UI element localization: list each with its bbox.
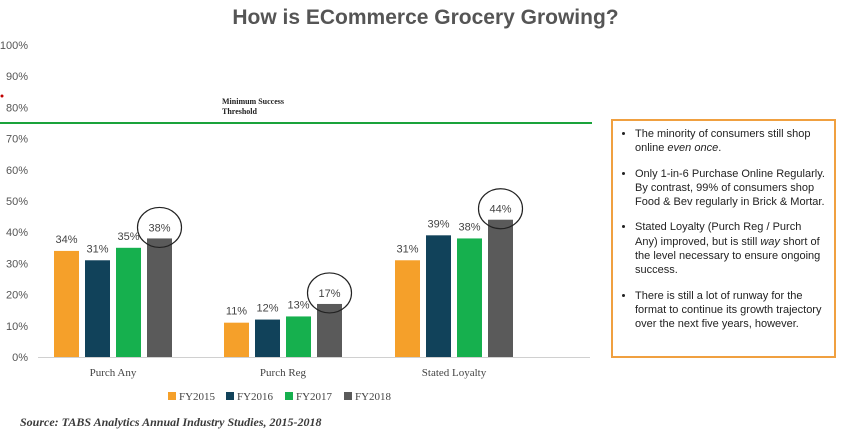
data-label: 31% xyxy=(396,243,418,255)
notes-list: The minority of consumers still shop onl… xyxy=(617,127,826,332)
x-category-label: Purch Any xyxy=(90,367,137,379)
data-label: 38% xyxy=(458,221,480,233)
y-tick-label: 0% xyxy=(12,352,28,364)
data-label: 39% xyxy=(427,218,449,230)
y-tick-label: 20% xyxy=(6,290,28,302)
y-tick-label: 80% xyxy=(6,102,28,114)
data-label: 31% xyxy=(86,243,108,255)
bar xyxy=(286,316,311,357)
legend-swatch xyxy=(168,392,176,400)
y-tick-label: 90% xyxy=(6,71,28,83)
highlight-circle xyxy=(306,272,353,314)
bar xyxy=(147,238,172,357)
legend-label: FY2016 xyxy=(237,391,274,403)
bar xyxy=(54,250,79,357)
threshold-label: Minimum Success Threshold xyxy=(222,97,284,117)
data-label: 35% xyxy=(117,231,139,243)
threshold-label-line1: Minimum Success xyxy=(222,97,284,106)
notes-box: The minority of consumers still shop onl… xyxy=(611,119,836,358)
y-tick-label: 10% xyxy=(6,321,28,333)
legend-label: FY2015 xyxy=(179,391,216,403)
y-tick-label: 30% xyxy=(6,258,28,270)
bar xyxy=(395,260,420,357)
bar xyxy=(457,238,482,357)
marker-dot xyxy=(0,94,4,98)
bar xyxy=(85,260,110,357)
note-item: The minority of consumers still shop onl… xyxy=(635,127,826,156)
bar xyxy=(255,319,280,357)
note-item: Only 1-in-6 Purchase Online Regularly. B… xyxy=(635,167,826,210)
data-label: 34% xyxy=(55,234,77,246)
threshold-label-line2: Threshold xyxy=(222,107,257,116)
y-tick-label: 40% xyxy=(6,227,28,239)
bar xyxy=(488,219,513,357)
legend-swatch xyxy=(344,392,352,400)
bar xyxy=(224,322,249,357)
highlight-circle xyxy=(477,188,524,230)
x-category-label: Stated Loyalty xyxy=(422,367,487,379)
legend-swatch xyxy=(226,392,234,400)
source-note: Source: TABS Analytics Annual Industry S… xyxy=(20,415,322,429)
y-tick-label: 100% xyxy=(0,40,28,52)
legend-label: FY2017 xyxy=(296,391,333,403)
bar xyxy=(116,247,141,357)
data-label: 17% xyxy=(318,288,340,300)
legend-label: FY2018 xyxy=(355,391,392,403)
y-tick-label: 70% xyxy=(6,134,28,146)
data-label: 13% xyxy=(287,299,309,311)
legend-swatch xyxy=(285,392,293,400)
data-label: 38% xyxy=(148,222,170,234)
data-label: 44% xyxy=(489,204,511,216)
highlight-circle xyxy=(136,206,183,249)
y-tick-label: 60% xyxy=(6,165,28,177)
data-label: 11% xyxy=(226,306,247,318)
note-item: Stated Loyalty (Purch Reg / Purch Any) i… xyxy=(635,220,826,277)
data-label: 12% xyxy=(256,303,278,315)
chart-title: How is ECommerce Grocery Growing? xyxy=(232,6,619,29)
x-category-label: Purch Reg xyxy=(260,367,307,379)
bar xyxy=(426,235,451,357)
note-item: There is still a lot of runway for the f… xyxy=(635,289,826,332)
y-tick-label: 50% xyxy=(6,196,28,208)
